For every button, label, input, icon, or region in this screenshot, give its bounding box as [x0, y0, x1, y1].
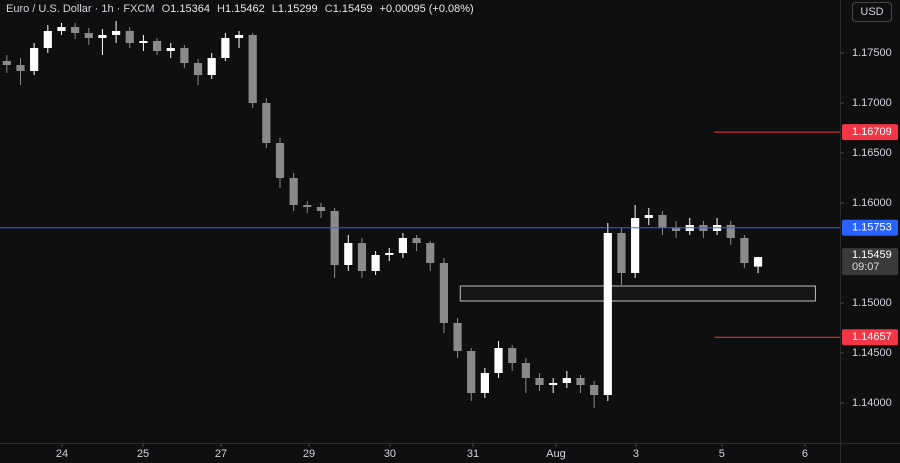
- candle-body: [726, 225, 735, 238]
- candle-body: [426, 243, 435, 263]
- price-level-label: 1.14657: [852, 331, 892, 343]
- candle-body: [221, 38, 230, 58]
- y-tick-label: 1.15000: [852, 297, 892, 309]
- candle-body: [412, 238, 421, 243]
- candle-body: [248, 35, 257, 103]
- candle-body: [535, 378, 544, 385]
- candle-body: [480, 373, 489, 393]
- x-tick-label: 27: [215, 448, 227, 460]
- candle-body: [330, 211, 339, 265]
- c-label: C: [324, 3, 333, 15]
- y-tick-label: 1.17500: [852, 47, 892, 59]
- candle-body: [371, 255, 380, 271]
- candle-body: [234, 35, 244, 38]
- y-tick-label: 1.16000: [852, 197, 892, 209]
- candle-body: [576, 378, 585, 385]
- o-value: 1.15364: [170, 3, 210, 15]
- candle-body: [152, 41, 162, 51]
- countdown: 09:07: [852, 261, 880, 273]
- x-tick-label: Aug: [546, 448, 566, 460]
- candle-body: [658, 215, 667, 228]
- candle-body: [180, 48, 189, 63]
- candle-body: [603, 233, 612, 395]
- candle-body: [344, 243, 353, 265]
- x-tick-label: 5: [719, 448, 725, 460]
- last-price-label: 1.15459: [852, 249, 892, 261]
- candle-body: [590, 385, 599, 395]
- candle-body: [508, 348, 517, 363]
- candle-body: [2, 61, 11, 65]
- x-tick-label: 31: [467, 448, 479, 460]
- x-tick-label: 3: [633, 448, 639, 460]
- last-price-badge: [842, 248, 898, 276]
- candle-body: [193, 63, 203, 75]
- candle-body: [84, 33, 93, 38]
- x-tick-label: 24: [56, 448, 68, 460]
- x-tick-label: 25: [137, 448, 149, 460]
- candle-body: [672, 228, 681, 231]
- candle-body: [740, 238, 749, 263]
- candle-body: [316, 207, 326, 211]
- zone: [459, 285, 816, 302]
- candle-body: [30, 48, 39, 71]
- h-label: H: [217, 3, 225, 15]
- legend-header: Euro / U.S. Dollar · 1h · FXCM O1.15364 …: [6, 3, 474, 15]
- x-tick-label: 29: [303, 448, 315, 460]
- x-tick-label: 6: [802, 448, 808, 460]
- price-level-label: 1.15753: [852, 222, 892, 234]
- candle-body: [439, 263, 448, 323]
- candle-body: [112, 31, 121, 35]
- candle-body: [521, 363, 530, 378]
- candle-body: [43, 31, 52, 48]
- candle-body: [398, 238, 408, 253]
- candle-body: [453, 323, 462, 351]
- candle-body: [562, 378, 571, 383]
- candle-body: [303, 205, 312, 207]
- y-tick-label: 1.14500: [852, 347, 892, 359]
- candle-body: [631, 218, 640, 273]
- plot-area: [2, 21, 816, 408]
- candle-body: [207, 58, 216, 75]
- price-level-badge: [842, 219, 898, 236]
- c-value: 1.15459: [332, 3, 373, 15]
- candle-body: [98, 35, 107, 38]
- candle-body: [16, 65, 25, 71]
- x-tick-label: 30: [384, 448, 396, 460]
- change: +0.00095 (+0.08%): [379, 3, 474, 15]
- price-level-badge: [842, 124, 898, 141]
- candle-body: [125, 31, 134, 43]
- l-value: 1.15299: [277, 3, 318, 15]
- price-level-badge: [842, 329, 898, 346]
- price-level-label: 1.16709: [852, 126, 892, 138]
- candle-body: [617, 233, 626, 273]
- h-value: 1.15462: [224, 3, 265, 15]
- candle-body: [494, 348, 503, 373]
- candle-body: [289, 178, 298, 205]
- o-label: O: [161, 3, 171, 15]
- candle-body: [262, 103, 271, 143]
- candle-body: [467, 351, 476, 393]
- candle-body: [166, 48, 175, 51]
- candle-body: [139, 41, 148, 43]
- y-tick-label: 1.17000: [852, 97, 892, 109]
- y-tick-label: 1.14000: [852, 397, 892, 409]
- candle-body: [57, 27, 66, 31]
- symbol: Euro / U.S. Dollar · 1h · FXCM: [6, 3, 155, 15]
- candle-body: [71, 27, 80, 33]
- y-tick-label: 1.16500: [852, 147, 892, 159]
- candle-body: [644, 215, 653, 218]
- l-label: L: [271, 3, 278, 15]
- candle-body: [753, 257, 763, 267]
- currency-button[interactable]: USD: [852, 2, 892, 22]
- candle-body: [385, 253, 394, 255]
- candle-body: [357, 243, 367, 271]
- candle-body: [275, 143, 285, 178]
- candle-body: [549, 383, 558, 385]
